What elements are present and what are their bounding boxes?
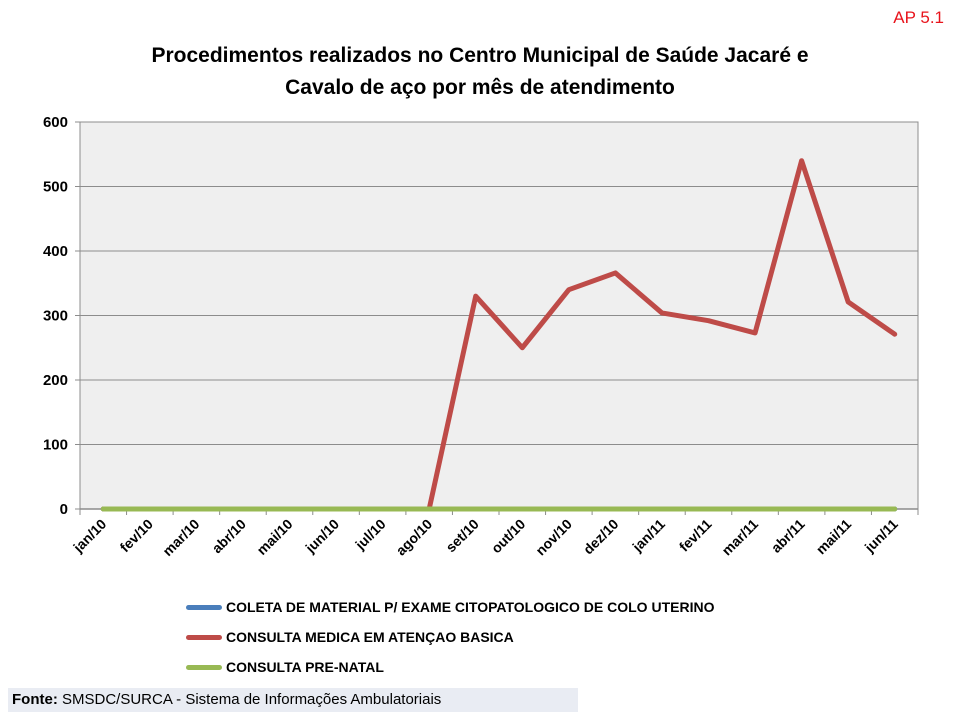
y-tick-label: 0 bbox=[60, 501, 68, 518]
legend-swatch-coleta bbox=[186, 604, 222, 610]
x-tick-label: jan/10 bbox=[69, 516, 109, 556]
y-tick-label: 200 bbox=[43, 372, 68, 389]
chart-legend: COLETA DE MATERIAL P/ EXAME CITOPATOLOGI… bbox=[186, 592, 714, 682]
y-tick-label: 300 bbox=[43, 308, 68, 325]
x-tick-label: abr/11 bbox=[768, 516, 808, 556]
x-tick-label: mai/10 bbox=[253, 516, 295, 558]
x-tick-label: nov/10 bbox=[532, 516, 575, 559]
source-label: Fonte: bbox=[12, 691, 58, 708]
ap-tag: AP 5.1 bbox=[893, 8, 944, 27]
chart-title: Procedimentos realizados no Centro Munic… bbox=[0, 40, 960, 104]
legend-item-consulta-medica: CONSULTA MEDICA EM ATENÇAO BASICA bbox=[186, 622, 714, 652]
chart-title-line-2: Cavalo de aço por mês de atendimento bbox=[285, 76, 675, 99]
x-tick-label: dez/10 bbox=[580, 516, 622, 558]
x-tick-label: set/10 bbox=[442, 516, 482, 556]
legend-label-consulta-medica: CONSULTA MEDICA EM ATENÇAO BASICA bbox=[226, 629, 514, 645]
y-tick-label: 500 bbox=[43, 179, 68, 196]
x-tick-label: jun/10 bbox=[302, 516, 343, 557]
x-tick-label: abr/10 bbox=[209, 516, 250, 557]
x-tick-label: jun/11 bbox=[861, 516, 901, 556]
x-tick-label: ago/10 bbox=[393, 516, 436, 559]
x-tick-label: out/10 bbox=[488, 516, 529, 557]
x-tick-label: mar/10 bbox=[159, 516, 202, 559]
source-text: SMSDC/SURCA - Sistema de Informações Amb… bbox=[62, 691, 442, 708]
y-tick-label: 600 bbox=[43, 114, 68, 131]
x-tick-label: mar/11 bbox=[718, 516, 761, 559]
x-tick-label: fev/11 bbox=[676, 516, 715, 555]
legend-item-coleta: COLETA DE MATERIAL P/ EXAME CITOPATOLOGI… bbox=[186, 592, 714, 622]
y-tick-label: 400 bbox=[43, 243, 68, 260]
chart-title-line-1: Procedimentos realizados no Centro Munic… bbox=[151, 44, 809, 67]
source-note: Fonte: SMSDC/SURCA - Sistema de Informaç… bbox=[8, 688, 578, 712]
legend-swatch-pre-natal bbox=[186, 664, 222, 670]
legend-label-coleta: COLETA DE MATERIAL P/ EXAME CITOPATOLOGI… bbox=[226, 599, 715, 615]
legend-label-pre-natal: CONSULTA PRE-NATAL bbox=[226, 659, 384, 675]
x-tick-label: mai/11 bbox=[813, 516, 855, 558]
legend-item-pre-natal: CONSULTA PRE-NATAL bbox=[186, 652, 714, 682]
x-tick-label: fev/10 bbox=[117, 516, 157, 556]
y-tick-label: 100 bbox=[43, 437, 68, 454]
x-tick-label: jul/10 bbox=[351, 516, 388, 553]
legend-swatch-consulta-medica bbox=[186, 634, 222, 640]
x-tick-label: jan/11 bbox=[629, 516, 669, 556]
